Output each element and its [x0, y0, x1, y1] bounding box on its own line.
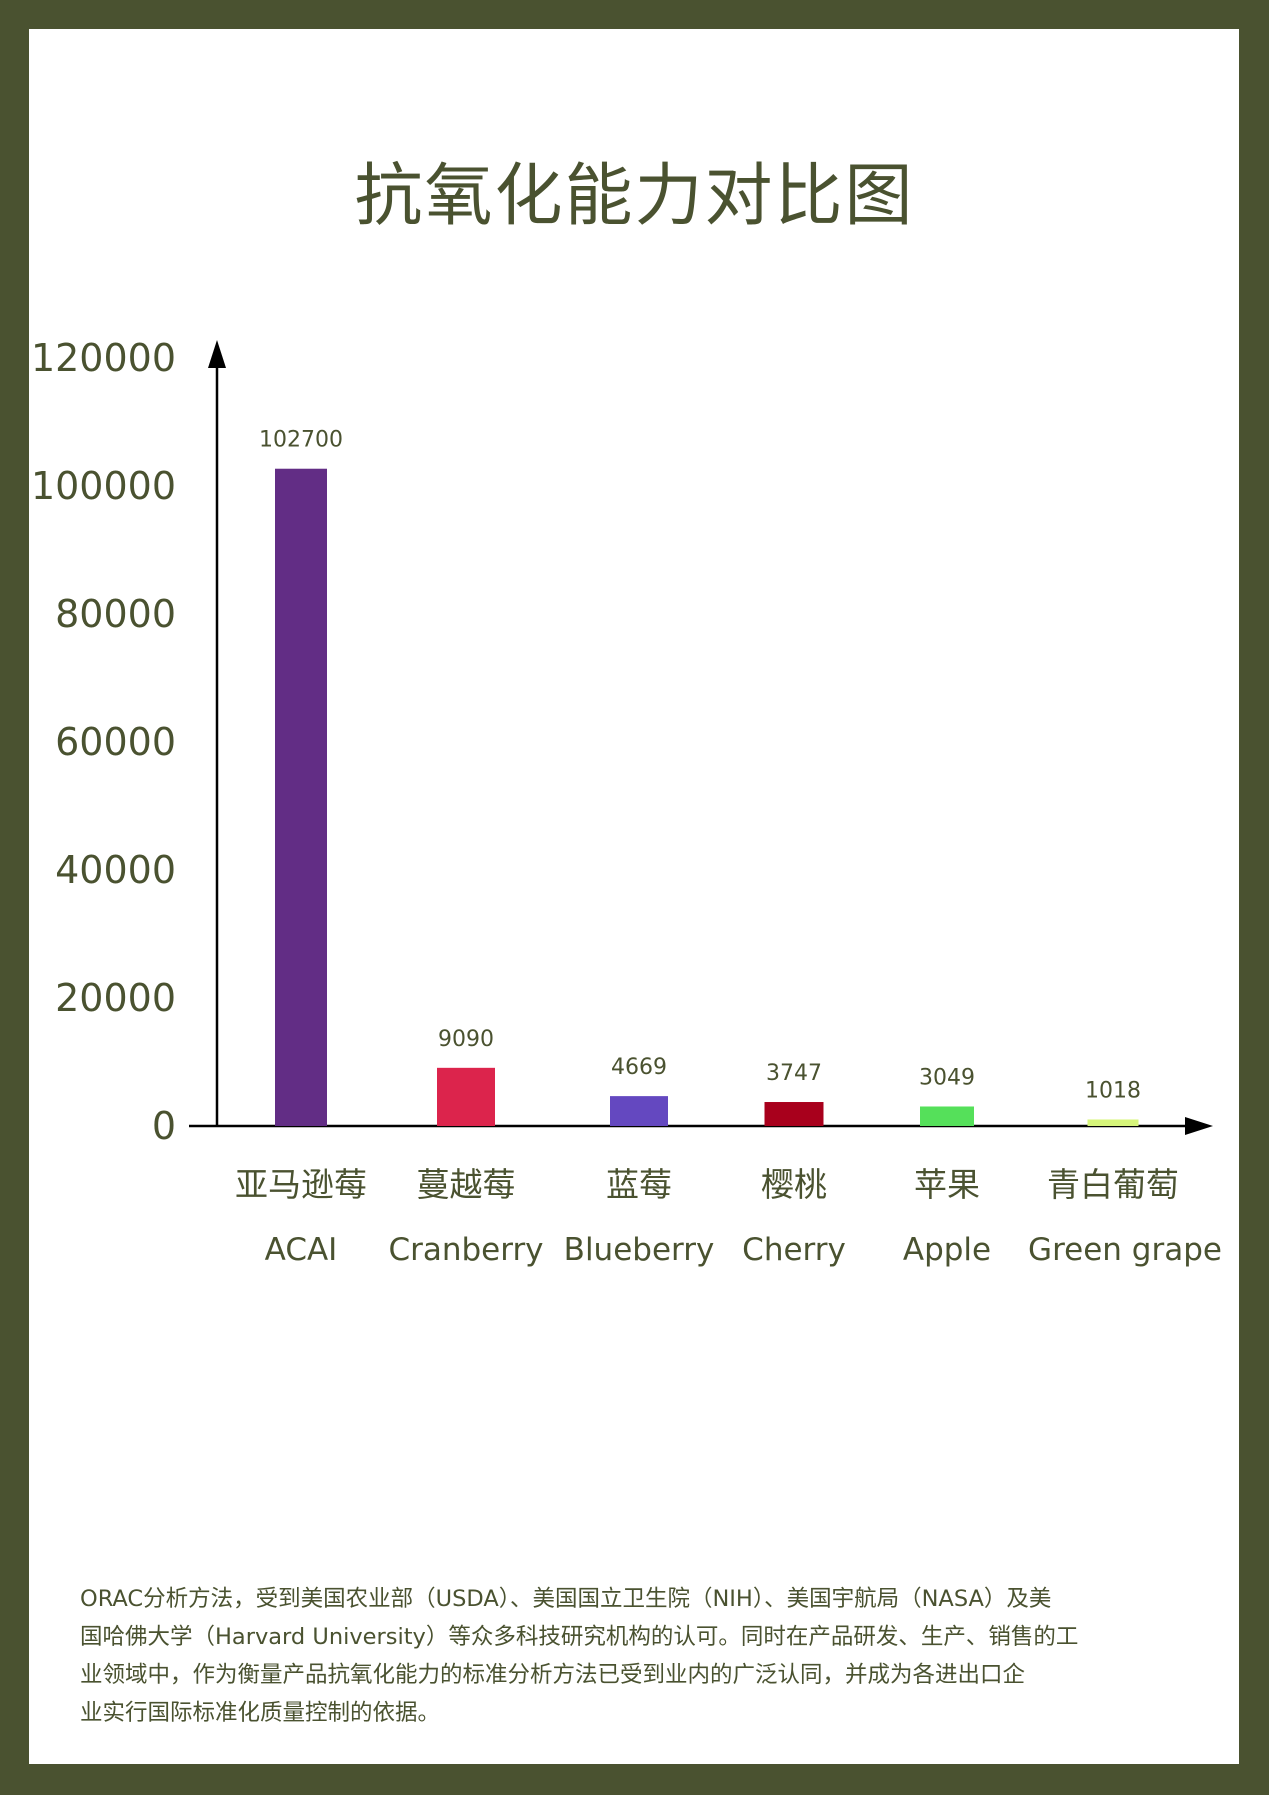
x-tick-label-cn: 蔓越莓: [417, 1165, 516, 1204]
data-label: 9090: [438, 1027, 494, 1052]
x-tick-label-cn: 青白葡萄: [1047, 1165, 1179, 1204]
x-tick-label-en: Cranberry: [388, 1232, 543, 1268]
y-tick-label: 20000: [55, 976, 176, 1020]
y-tick-label: 120000: [31, 336, 176, 380]
x-tick-label-cn: 亚马逊莓: [235, 1165, 367, 1204]
footer-line: 国哈佛大学（Harvard University）等众多科技研究机构的认可。同时…: [80, 1624, 1079, 1650]
bar-blueberry: [610, 1096, 668, 1126]
y-axis-arrow: [208, 340, 226, 368]
bar-cranberry: [437, 1067, 495, 1126]
y-tick-label: 60000: [55, 720, 176, 764]
bar-cherry: [764, 1102, 824, 1126]
footer-line: ORAC分析方法，受到美国农业部（USDA）、美国国立卫生院（NIH）、美国宇航…: [80, 1586, 1052, 1612]
x-tick-label-en: ACAI: [265, 1232, 338, 1268]
y-tick-label: 40000: [55, 848, 176, 892]
x-tick-label-cn: 樱桃: [761, 1165, 827, 1204]
y-tick-label: 80000: [55, 592, 176, 636]
footer-line: 业实行国际标准化质量控制的依据。: [80, 1700, 441, 1726]
bar-green-grape: [1087, 1119, 1139, 1126]
data-label: 4669: [611, 1055, 667, 1080]
x-tick-label-cn: 蓝莓: [606, 1165, 672, 1204]
x-axis-arrow: [1185, 1117, 1213, 1135]
chart-title: 抗氧化能力对比图: [354, 157, 915, 236]
x-tick-label-en: Green grape: [1028, 1232, 1222, 1268]
data-label: 102700: [259, 428, 343, 453]
x-tick-label-en: Cherry: [742, 1232, 846, 1268]
x-tick-label-en: Blueberry: [564, 1232, 715, 1268]
y-tick-label: 100000: [31, 464, 176, 508]
x-tick-label-en: Apple: [903, 1232, 991, 1268]
bar-apple: [920, 1106, 974, 1126]
data-label: 3049: [919, 1065, 975, 1090]
chart-card: [29, 29, 1239, 1764]
footer-line: 业领域中，作为衡量产品抗氧化能力的标准分析方法已受到业内的广泛认同，并成为各进出…: [80, 1662, 1026, 1688]
x-tick-label-cn: 苹果: [914, 1165, 980, 1204]
bar-chart: 0 20000 40000 60000 80000 100000 120000 102700 亚…: [31, 336, 1222, 1268]
bar-acai: [275, 468, 327, 1127]
data-label: 1018: [1085, 1078, 1141, 1103]
footer-note: ORAC分析方法，受到美国农业部（USDA）、美国国立卫生院（NIH）、美国宇航…: [80, 1580, 1200, 1732]
data-label: 3747: [766, 1061, 822, 1086]
y-tick-label: 0: [152, 1104, 176, 1148]
